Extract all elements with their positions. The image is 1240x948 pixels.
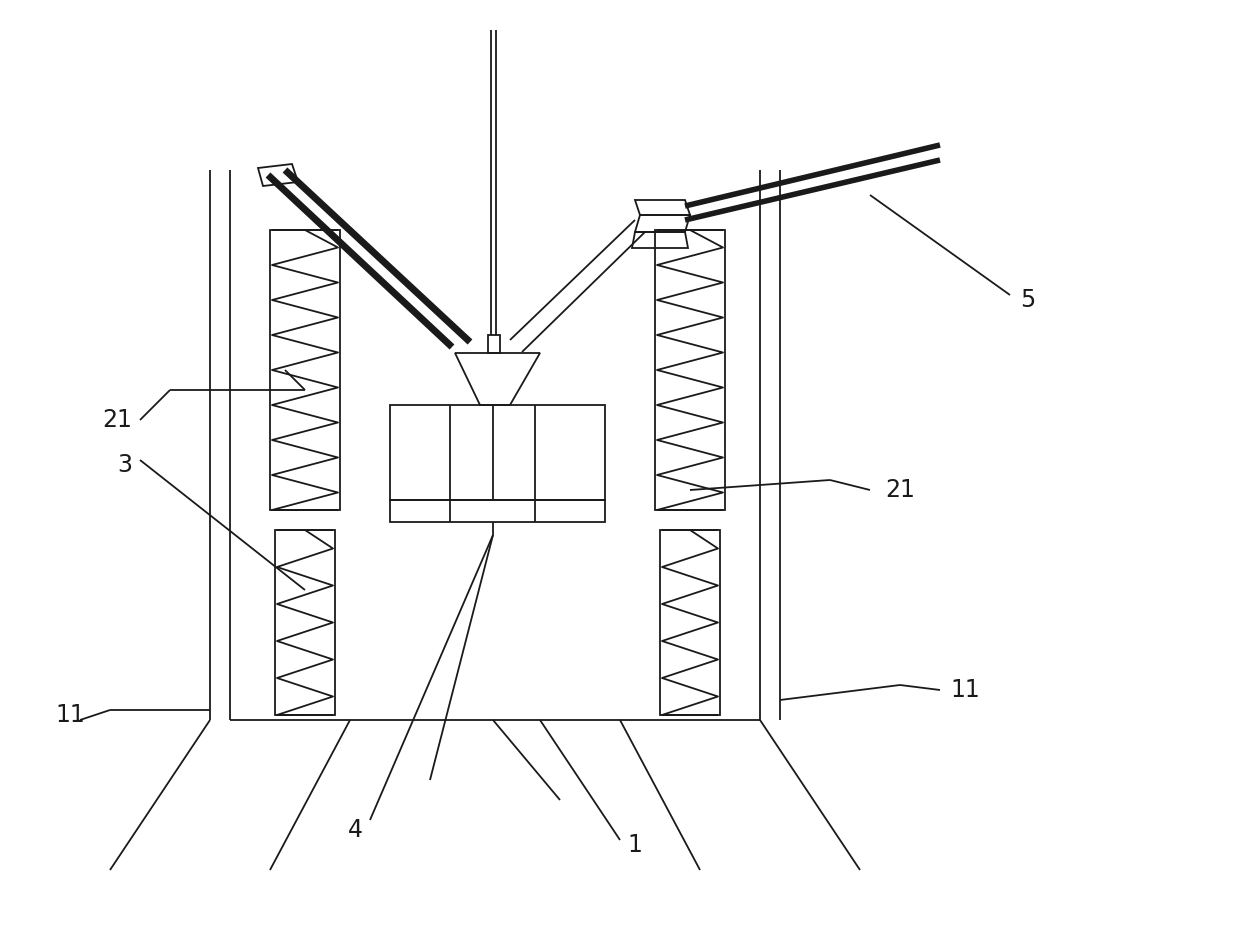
Text: 3: 3 <box>117 453 131 477</box>
Text: 4: 4 <box>347 818 362 842</box>
Bar <box>275 530 335 715</box>
Text: 21: 21 <box>102 408 131 432</box>
Text: 11: 11 <box>950 678 980 702</box>
Bar <box>655 230 725 510</box>
Text: 5: 5 <box>1021 288 1035 312</box>
Text: 1: 1 <box>627 833 642 857</box>
Bar <box>391 500 605 522</box>
Bar <box>391 405 605 500</box>
Bar <box>270 230 340 510</box>
Text: 11: 11 <box>55 703 84 727</box>
Text: 21: 21 <box>885 478 915 502</box>
Bar <box>489 335 500 353</box>
Bar <box>660 530 720 715</box>
